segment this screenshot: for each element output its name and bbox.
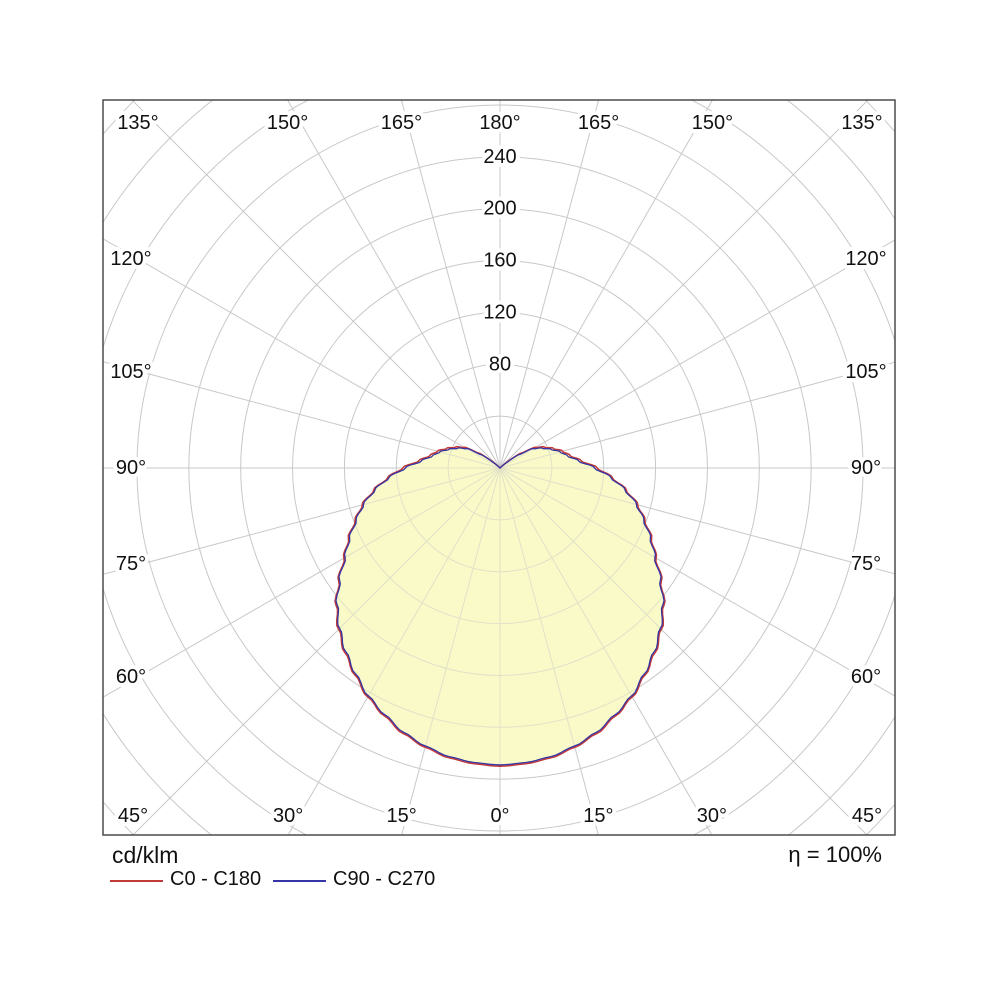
- angle-label-bottom: 30°: [273, 805, 303, 827]
- angle-label-left: 75°: [116, 553, 146, 575]
- grid-radial: [499, 100, 714, 469]
- efficiency-label: η = 100%: [788, 842, 882, 867]
- angle-label-bottom: 45°: [118, 805, 148, 827]
- angle-label-right: 60°: [851, 666, 881, 688]
- legend-line-c0-c180: [110, 880, 163, 882]
- grid-radial: [499, 239, 895, 469]
- legend-line-c90-c270: [273, 880, 326, 882]
- legend-label-c0-c180: C0 - C180: [170, 868, 262, 890]
- angle-label-bottom: 15°: [387, 805, 417, 827]
- angle-label-top: 135°: [841, 112, 882, 134]
- angle-label-right: 120°: [845, 248, 886, 270]
- radial-tick-label: 240: [483, 146, 516, 168]
- units-label: cd/klm: [112, 842, 179, 868]
- curve-c90-c270: [335, 447, 665, 766]
- angle-label-left: 60°: [116, 666, 146, 688]
- angle-label-right: 105°: [845, 361, 886, 383]
- angle-label-top: 150°: [267, 112, 308, 134]
- angle-label-bottom: 45°: [852, 805, 882, 827]
- radial-tick-label: 200: [483, 198, 516, 220]
- angle-label-bottom: 0°: [490, 805, 509, 827]
- grid-radial: [499, 100, 600, 469]
- grid-radial: [103, 238, 501, 469]
- angle-label-left: 90°: [116, 457, 146, 479]
- axis-labels: 80 120 160 200 240 135° 150° 165° 180° 165° 150° 13…: [106, 108, 890, 831]
- angle-label-top: 165°: [381, 112, 422, 134]
- radial-tick-label: 160: [483, 250, 516, 272]
- angle-label-top: 150°: [692, 112, 733, 134]
- grid-radial: [131, 100, 501, 469]
- angle-label-right: 75°: [851, 553, 881, 575]
- legend-label-c90-c270: C90 - C270: [333, 868, 436, 890]
- grid-radial: [499, 361, 895, 469]
- angle-label-left: 105°: [110, 361, 151, 383]
- angle-label-left: 120°: [110, 248, 151, 270]
- angle-label-right: 90°: [851, 457, 881, 479]
- radial-tick-label: 80: [489, 353, 511, 375]
- angle-label-bottom: 15°: [583, 805, 613, 827]
- angle-label-bottom: 30°: [697, 805, 727, 827]
- angle-label-top: 165°: [578, 112, 619, 134]
- grid-radial: [499, 100, 869, 469]
- angle-label-top: 180°: [479, 112, 520, 134]
- chart-border: [102, 99, 896, 836]
- curve-c0-c180: [334, 445, 666, 767]
- angle-label-top: 135°: [117, 112, 158, 134]
- radial-tick-label: 120: [483, 301, 516, 323]
- grid-radial: [103, 361, 501, 469]
- grid-radial: [286, 100, 501, 469]
- grid-radial: [400, 100, 501, 469]
